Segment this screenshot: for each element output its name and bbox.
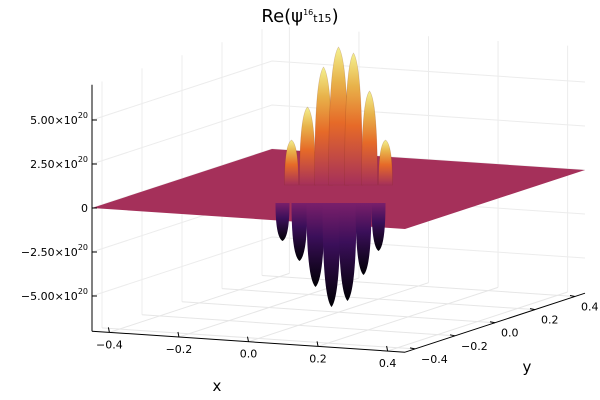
x-tick-mark [316,341,319,347]
x-tick-mark [247,336,249,342]
y-tick-label: 0.0 [501,327,519,340]
surface-trough [306,203,325,287]
x-tick-mark [177,331,180,338]
grid-line-y [221,288,536,311]
surface-peak [361,90,378,186]
surface-troughs [275,203,386,307]
grid-line-z [91,104,586,165]
surface-trough [338,203,357,301]
surface-peaks [284,46,393,186]
y-tick-label: −0.2 [461,340,488,353]
chart-title: Re(ψ16t15) [261,6,338,27]
y-axis-label: y [523,358,532,376]
surface-trough [371,203,386,251]
z-tick-label: 2.50×1020 [30,155,88,171]
grid-line-z [91,236,586,297]
x-tick-label: 0.4 [379,357,397,370]
surface-zero-plane [92,149,585,229]
surface-peak [378,139,393,186]
surface-peak [299,106,316,186]
y-tick-mark [449,334,456,337]
x-tick-mark [386,345,389,352]
y-tick-mark [529,308,536,311]
x-tick-mark [107,327,110,333]
x-tick-label: 0.0 [240,348,258,361]
surface-trough [291,203,308,261]
y-tick-label: −0.4 [421,353,448,366]
grid-line-y [141,314,456,337]
z-tick-label: 0 [81,202,88,215]
y-tick-label: 0.4 [581,300,599,313]
grid-line-y [101,327,416,350]
surface-trough [355,203,372,275]
surface-trough [275,203,290,241]
x-tick-label: 0.2 [309,352,327,365]
surface-trough [322,203,341,307]
z-tick-label: 5.00×1020 [30,111,88,127]
x-tick-label: −0.2 [166,343,193,356]
z-tick-label: −5.00×1020 [21,287,88,303]
surface-peak [344,52,363,186]
z-tick-label: −2.50×1020 [21,243,88,259]
grid-line-z [91,60,586,121]
y-tick-mark [409,347,416,350]
grid-line-y [261,274,576,297]
y-tick-mark [569,294,576,297]
surface-peak [284,139,299,186]
y-tick-label: 0.2 [541,314,559,327]
x-tick-label: −0.4 [96,338,123,351]
x-axis-label: x [213,377,222,395]
y-tick-mark [489,321,496,324]
grid-line-y [181,301,496,324]
tick-labels: −0.4 −0.2 0.0 0.2 0.4 −0.4 −0.2 0.0 0.2 0.4 5.00×1… [21,111,599,370]
